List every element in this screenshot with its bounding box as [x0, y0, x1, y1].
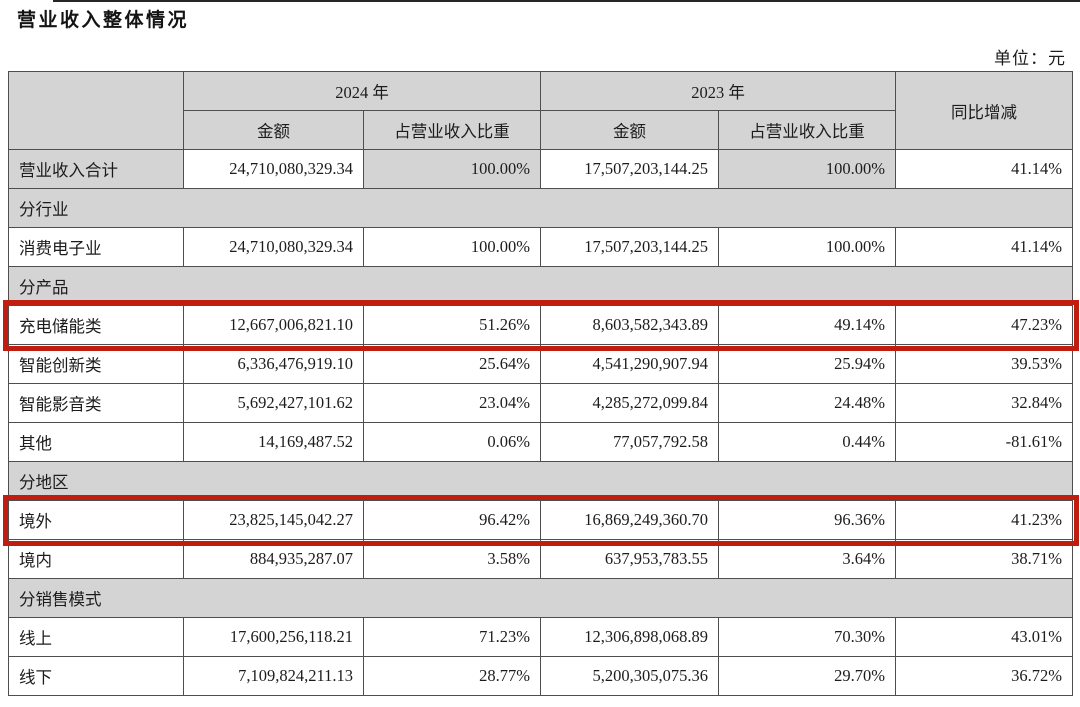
row-label-cell: 境内 — [8, 539, 184, 579]
section-row: 分销售模式 — [8, 578, 1073, 618]
yoy-cell: -81.61% — [895, 422, 1073, 462]
proportion-2023-cell: 25.94% — [718, 344, 896, 384]
proportion-2024-cell: 51.26% — [363, 305, 541, 345]
amount-2023-header: 金额 — [540, 110, 719, 150]
table-row: 营业收入合计 24,710,080,329.34 100.00% 17,507,203… — [8, 149, 1073, 189]
proportion-2024-cell: 23.04% — [363, 383, 541, 423]
proportion-2023-header: 占营业收入比重 — [718, 110, 896, 150]
section-row: 分产品 — [8, 266, 1073, 306]
proportion-2023-cell: 49.14% — [718, 305, 896, 345]
section-label-cell: 分产品 — [8, 266, 1073, 306]
amount-2023-cell: 4,541,290,907.94 — [540, 344, 719, 384]
proportion-2023-cell: 3.64% — [718, 539, 896, 579]
yoy-cell: 41.23% — [895, 500, 1073, 540]
amount-2023-cell: 4,285,272,099.84 — [540, 383, 719, 423]
row-label-cell: 智能影音类 — [8, 383, 184, 423]
amount-2024-cell: 24,710,080,329.34 — [183, 227, 364, 267]
table-row: 境内 884,935,287.07 3.58% 637,953,783.55 3.64%… — [8, 539, 1073, 579]
table-row: 境外 23,825,145,042.27 96.42% 16,869,249,360.… — [2, 494, 1079, 546]
table-row: 智能影音类 5,692,427,101.62 23.04% 4,285,272,099… — [8, 383, 1073, 423]
amount-2023-cell: 8,603,582,343.89 — [540, 305, 719, 345]
section-label-cell: 分销售模式 — [8, 578, 1073, 618]
table-row: 其他 14,169,487.52 0.06% 77,057,792.58 0.44% -8… — [8, 422, 1073, 462]
table-body: 营业收入合计 24,710,080,329.34 100.00% 17,507,203… — [2, 149, 1079, 696]
row-label-cell: 其他 — [8, 422, 184, 462]
page-title: 营业收入整体情况 — [17, 10, 190, 31]
yoy-change-header: 同比增减 — [895, 71, 1073, 150]
unit-label: 单位：元 — [994, 49, 1066, 68]
proportion-2023-cell: 70.30% — [718, 617, 896, 657]
amount-2024-cell: 14,169,487.52 — [183, 422, 364, 462]
yoy-cell: 41.14% — [895, 227, 1073, 267]
yoy-cell: 41.14% — [895, 149, 1073, 189]
section-label-cell: 分地区 — [8, 461, 1073, 501]
year-2024-header: 2024 年 — [183, 71, 541, 111]
amount-2023-cell: 77,057,792.58 — [540, 422, 719, 462]
amount-2024-cell: 884,935,287.07 — [183, 539, 364, 579]
yoy-cell: 39.53% — [895, 344, 1073, 384]
section-label-cell: 分行业 — [8, 188, 1073, 228]
proportion-2024-header: 占营业收入比重 — [363, 110, 541, 150]
proportion-2024-cell: 96.42% — [363, 500, 541, 540]
row-label-cell: 智能创新类 — [8, 344, 184, 384]
row-label-cell: 境外 — [8, 500, 184, 540]
table-row: 智能创新类 6,336,476,919.10 25.64% 4,541,290,907… — [8, 344, 1073, 384]
section-row: 分行业 — [8, 188, 1073, 228]
top-divider-line — [53, 0, 1080, 2]
amount-2023-cell: 17,507,203,144.25 — [540, 149, 719, 189]
row-label-cell: 消费电子业 — [8, 227, 184, 267]
proportion-2023-cell: 100.00% — [718, 227, 896, 267]
row-label-cell: 营业收入合计 — [8, 149, 184, 189]
amount-2024-cell: 17,600,256,118.21 — [183, 617, 364, 657]
amount-2023-cell: 12,306,898,068.89 — [540, 617, 719, 657]
table-row: 充电储能类 12,667,006,821.10 51.26% 8,603,582,34… — [2, 299, 1079, 351]
header-row-measures: 金额 占营业收入比重 金额 占营业收入比重 — [9, 110, 1073, 150]
table-row: 线下 7,109,824,211.13 28.77% 5,200,305,075.36… — [8, 656, 1073, 696]
proportion-2024-cell: 71.23% — [363, 617, 541, 657]
amount-2023-cell: 5,200,305,075.36 — [540, 656, 719, 696]
yoy-cell: 38.71% — [895, 539, 1073, 579]
amount-2024-header: 金额 — [183, 110, 364, 150]
table-row: 线上 17,600,256,118.21 71.23% 12,306,898,068.… — [8, 617, 1073, 657]
proportion-2024-cell: 28.77% — [363, 656, 541, 696]
amount-2024-cell: 6,336,476,919.10 — [183, 344, 364, 384]
proportion-2024-cell: 3.58% — [363, 539, 541, 579]
table-header: 2024 年 2023 年 同比增减 金额 占营业收入比重 金额 占营业收入比重 — [8, 71, 1073, 150]
amount-2024-cell: 5,692,427,101.62 — [183, 383, 364, 423]
proportion-2024-cell: 25.64% — [363, 344, 541, 384]
revenue-table: 2024 年 2023 年 同比增减 金额 占营业收入比重 金额 占营业收入比重… — [2, 71, 1079, 696]
year-2023-header: 2023 年 — [540, 71, 896, 111]
header-row-years: 2024 年 2023 年 同比增减 — [8, 71, 1073, 150]
amount-2024-cell: 23,825,145,042.27 — [183, 500, 364, 540]
amount-2024-cell: 24,710,080,329.34 — [183, 149, 364, 189]
yoy-cell: 32.84% — [895, 383, 1073, 423]
row-label-cell: 线下 — [8, 656, 184, 696]
yoy-cell: 43.01% — [895, 617, 1073, 657]
amount-2023-cell: 17,507,203,144.25 — [540, 227, 719, 267]
yoy-cell: 47.23% — [895, 305, 1073, 345]
amount-2023-cell: 16,869,249,360.70 — [540, 500, 719, 540]
amount-2024-cell: 12,667,006,821.10 — [183, 305, 364, 345]
proportion-2023-cell: 24.48% — [718, 383, 896, 423]
table-row: 消费电子业 24,710,080,329.34 100.00% 17,507,203,… — [8, 227, 1073, 267]
proportion-2023-cell: 100.00% — [718, 149, 896, 189]
proportion-2024-cell: 100.00% — [363, 149, 541, 189]
proportion-2023-cell: 0.44% — [718, 422, 896, 462]
yoy-cell: 36.72% — [895, 656, 1073, 696]
amount-2024-cell: 7,109,824,211.13 — [183, 656, 364, 696]
row-label-cell: 充电储能类 — [8, 305, 184, 345]
corner-header-cell — [8, 71, 184, 150]
section-row: 分地区 — [8, 461, 1073, 501]
proportion-2024-cell: 0.06% — [363, 422, 541, 462]
row-label-cell: 线上 — [8, 617, 184, 657]
proportion-2023-cell: 96.36% — [718, 500, 896, 540]
amount-2023-cell: 637,953,783.55 — [540, 539, 719, 579]
proportion-2024-cell: 100.00% — [363, 227, 541, 267]
proportion-2023-cell: 29.70% — [718, 656, 896, 696]
